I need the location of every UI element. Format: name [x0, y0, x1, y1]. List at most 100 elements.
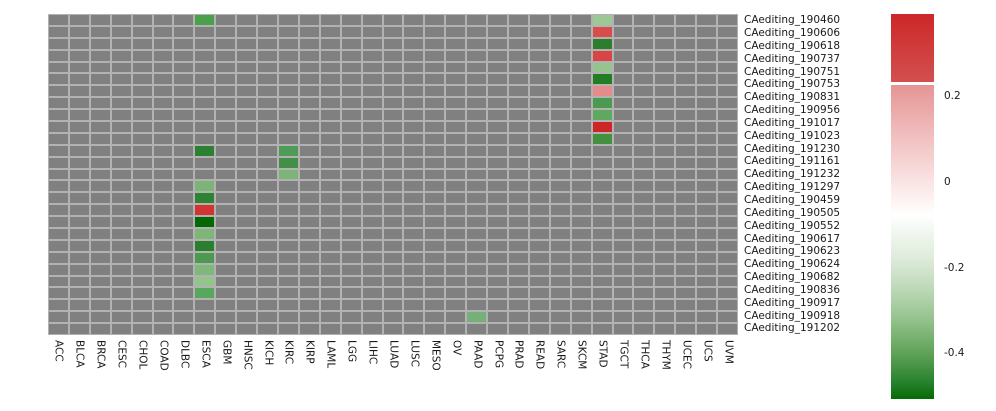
heatmap-cell[interactable]: [277, 168, 299, 181]
heatmap-cell[interactable]: [445, 263, 467, 276]
heatmap-cell[interactable]: [696, 144, 718, 157]
heatmap-cell[interactable]: [257, 263, 278, 276]
heatmap-cell[interactable]: [382, 323, 404, 335]
heatmap-cell[interactable]: [675, 239, 697, 252]
heatmap-cell[interactable]: [591, 73, 613, 86]
heatmap-cell[interactable]: [89, 287, 111, 300]
heatmap-cell[interactable]: [152, 263, 174, 276]
heatmap-cell[interactable]: [633, 204, 655, 217]
heatmap-cell[interactable]: [257, 275, 278, 288]
heatmap-cell[interactable]: [466, 73, 488, 86]
heatmap-cell[interactable]: [236, 216, 258, 228]
heatmap-cell[interactable]: [173, 275, 195, 288]
heatmap-cell[interactable]: [298, 73, 320, 86]
heatmap-cell[interactable]: [319, 97, 341, 110]
heatmap-cell[interactable]: [173, 216, 195, 228]
heatmap-cell[interactable]: [194, 14, 216, 26]
heatmap-cell[interactable]: [215, 73, 237, 86]
heatmap-cell[interactable]: [152, 180, 174, 193]
heatmap-cell[interactable]: [131, 239, 153, 252]
heatmap-cell[interactable]: [403, 25, 425, 38]
heatmap-cell[interactable]: [382, 287, 404, 300]
heatmap-cell[interactable]: [591, 323, 613, 335]
heatmap-cell[interactable]: [445, 61, 467, 74]
heatmap-cell[interactable]: [215, 37, 237, 50]
heatmap-cell[interactable]: [549, 251, 571, 264]
heatmap-cell[interactable]: [507, 37, 529, 50]
heatmap-cell[interactable]: [445, 132, 467, 145]
heatmap-cell[interactable]: [675, 156, 697, 169]
heatmap-cell[interactable]: [717, 14, 738, 26]
heatmap-cell[interactable]: [466, 25, 488, 38]
heatmap-cell[interactable]: [612, 85, 634, 98]
heatmap-cell[interactable]: [570, 192, 592, 205]
heatmap-cell[interactable]: [68, 37, 90, 50]
heatmap-cell[interactable]: [403, 168, 425, 181]
heatmap-cell[interactable]: [633, 156, 655, 169]
heatmap-cell[interactable]: [236, 323, 258, 335]
heatmap-cell[interactable]: [507, 299, 529, 312]
heatmap-cell[interactable]: [340, 14, 362, 26]
heatmap-cell[interactable]: [717, 37, 738, 50]
heatmap-cell[interactable]: [633, 216, 655, 228]
heatmap-cell[interactable]: [131, 73, 153, 86]
heatmap-cell[interactable]: [236, 85, 258, 98]
heatmap-cell[interactable]: [633, 97, 655, 110]
heatmap-cell[interactable]: [445, 239, 467, 252]
heatmap-cell[interactable]: [654, 61, 676, 74]
heatmap-cell[interactable]: [48, 14, 69, 26]
heatmap-cell[interactable]: [466, 61, 488, 74]
heatmap-cell[interactable]: [68, 25, 90, 38]
heatmap-cell[interactable]: [675, 14, 697, 26]
heatmap-cell[interactable]: [257, 85, 278, 98]
heatmap-cell[interactable]: [152, 97, 174, 110]
heatmap-cell[interactable]: [340, 228, 362, 240]
heatmap-cell[interactable]: [110, 109, 132, 121]
heatmap-cell[interactable]: [89, 263, 111, 276]
heatmap-cell[interactable]: [236, 239, 258, 252]
heatmap-cell[interactable]: [612, 25, 634, 38]
heatmap-cell[interactable]: [696, 85, 718, 98]
heatmap-cell[interactable]: [152, 61, 174, 74]
heatmap-cell[interactable]: [717, 323, 738, 335]
heatmap-cell[interactable]: [591, 61, 613, 74]
heatmap-cell[interactable]: [445, 228, 467, 240]
heatmap-cell[interactable]: [675, 323, 697, 335]
heatmap-cell[interactable]: [549, 323, 571, 335]
heatmap-cell[interactable]: [487, 25, 508, 38]
heatmap-cell[interactable]: [89, 168, 111, 181]
heatmap-cell[interactable]: [591, 132, 613, 145]
heatmap-cell[interactable]: [257, 228, 278, 240]
heatmap-cell[interactable]: [675, 144, 697, 157]
heatmap-cell[interactable]: [152, 37, 174, 50]
heatmap-cell[interactable]: [215, 299, 237, 312]
heatmap-cell[interactable]: [215, 287, 237, 300]
heatmap-cell[interactable]: [152, 216, 174, 228]
heatmap-cell[interactable]: [277, 263, 299, 276]
heatmap-cell[interactable]: [110, 251, 132, 264]
heatmap-cell[interactable]: [340, 132, 362, 145]
heatmap-cell[interactable]: [696, 287, 718, 300]
heatmap-cell[interactable]: [257, 37, 278, 50]
heatmap-cell[interactable]: [696, 168, 718, 181]
heatmap-cell[interactable]: [277, 156, 299, 169]
heatmap-cell[interactable]: [717, 180, 738, 193]
heatmap-cell[interactable]: [591, 299, 613, 312]
heatmap-cell[interactable]: [68, 299, 90, 312]
heatmap-cell[interactable]: [717, 121, 738, 133]
heatmap-cell[interactable]: [382, 49, 404, 62]
heatmap-cell[interactable]: [194, 323, 216, 335]
heatmap-cell[interactable]: [612, 323, 634, 335]
heatmap-cell[interactable]: [236, 204, 258, 217]
heatmap-cell[interactable]: [528, 192, 550, 205]
heatmap-cell[interactable]: [110, 168, 132, 181]
heatmap-cell[interactable]: [570, 25, 592, 38]
heatmap-cell[interactable]: [340, 25, 362, 38]
heatmap-cell[interactable]: [131, 263, 153, 276]
heatmap-cell[interactable]: [152, 239, 174, 252]
heatmap-cell[interactable]: [382, 25, 404, 38]
heatmap-cell[interactable]: [528, 239, 550, 252]
heatmap-cell[interactable]: [654, 275, 676, 288]
heatmap-cell[interactable]: [319, 228, 341, 240]
heatmap-cell[interactable]: [215, 14, 237, 26]
